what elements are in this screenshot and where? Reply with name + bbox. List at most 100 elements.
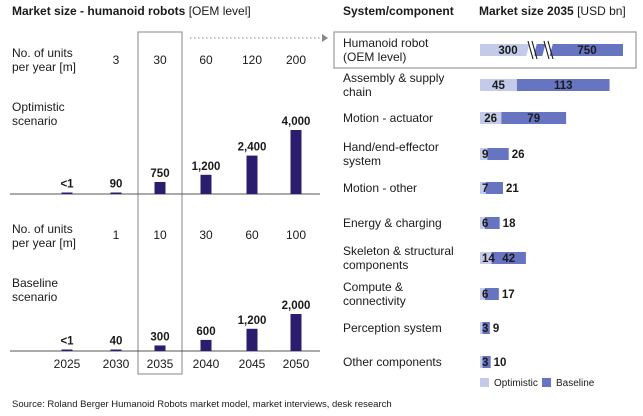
source-note: Source: Roland Berger Humanoid Robots ma… [12,399,392,410]
opt-scenario-line2: scenario [12,114,58,128]
component-label-line: Hand/end-effector [343,140,439,154]
legend-optimistic-label: Optimistic [494,378,538,389]
value-optimistic-9: 3 [482,323,488,335]
value-baseline-3: 79 [527,113,540,125]
value-optimistic-7: 14 [482,253,495,265]
bar-optimistic-2 [480,79,517,91]
connector-arrowhead [322,34,328,42]
component-label-5: Motion - other [343,181,417,195]
base-bar-2040 [200,339,212,351]
highlight-row-frame [333,31,637,69]
bar-baseline-4 [487,148,509,160]
left-title-unit: [OEM level] [188,4,251,18]
axis-break-mark-2a [543,40,550,60]
base-units-2: 10 [153,228,167,242]
bar-optimistic-1 [480,44,535,56]
component-label-8: Compute & connectivity [343,280,406,308]
component-label-line: Humanoid robot [343,36,429,50]
value-baseline-5: 21 [506,183,519,195]
opt-units-2: 30 [153,53,167,67]
component-label-4: Hand/end-effector system [343,140,439,168]
opt-scenario-label: Optimistic scenario [12,100,65,128]
bar-baseline-7 [491,252,526,264]
base-units-1: 1 [113,228,120,242]
component-label-3: Motion - actuator [343,111,433,125]
component-label-line: components [343,258,408,272]
base-bar-2030 [110,349,122,351]
value-optimistic-3: 26 [484,113,497,125]
value-optimistic-6: 6 [482,218,488,230]
bar-optimistic-5 [480,182,486,194]
year-tick-2030: 2030 [103,357,130,371]
bar-baseline-9 [482,322,490,334]
year-tick-2035: 2035 [147,357,174,371]
year-tick-2050: 2050 [283,357,310,371]
component-label-10: Other components [343,355,442,369]
bar-optimistic-6 [480,217,485,229]
right-col2-header: Market size 2035 [USD bn] [479,4,626,18]
base-value-label-2025: <1 [60,336,74,348]
base-units-label-line1: No. of units [12,222,73,236]
component-label-2: Assembly & supply chain [343,71,444,99]
right-col2-header-unit: [USD bn] [577,4,626,18]
component-label-line: Other components [343,355,442,369]
base-units-5: 100 [286,228,306,242]
opt-value-label-2045: 2,400 [238,142,267,154]
opt-units-3: 60 [199,53,213,67]
value-optimistic-2: 45 [492,80,505,92]
bar-baseline-5 [485,182,503,194]
opt-value-label-2040: 1,200 [192,161,221,173]
value-baseline-9: 9 [493,323,499,335]
right-col2-header-bold: Market size 2035 [479,4,574,18]
base-bar-2035 [154,345,166,351]
base-units-label: No. of units per year [m] [12,222,76,250]
opt-units-label-line2: per year [m] [12,60,77,74]
opt-bar-2035 [154,182,166,194]
right-col1-header: System/component [343,4,454,18]
base-bar-2045 [246,328,258,351]
legend-optimistic-swatch [480,378,489,387]
component-label-line: (OEM level) [343,50,406,64]
left-title-bold: Market size - humanoid robots [12,4,186,18]
bar-baseline-8 [484,288,499,300]
bar-baseline-6 [484,217,500,229]
bar-optimistic-7 [480,252,492,264]
right-col1-header-text: System/component [343,4,454,18]
value-optimistic-4: 9 [482,149,488,161]
base-units-3: 30 [199,228,213,242]
legend-baseline-label: Baseline [556,378,595,389]
year-tick-2040: 2040 [193,357,220,371]
base-value-label-2030: 40 [110,336,123,348]
base-scenario-line2: scenario [12,290,58,304]
base-value-label-2040: 600 [196,326,215,338]
value-baseline-1: 750 [577,45,596,57]
year-tick-2025: 2025 [54,357,81,371]
component-label-line: Motion - other [343,181,417,195]
component-label-line: Assembly & supply [343,71,444,85]
opt-units-label: No. of units per year [m] [12,46,76,74]
opt-value-label-2030: 90 [110,179,123,191]
component-label-line: Perception system [343,321,442,335]
opt-units-5: 200 [286,53,306,67]
base-value-label-2050: 2,000 [282,300,311,312]
legend-baseline-swatch [542,378,551,387]
opt-bar-2040 [200,174,212,194]
value-optimistic-1: 300 [498,45,517,57]
highlight-2035-frame [137,31,183,375]
opt-bar-2050 [290,130,302,194]
bar-optimistic-4 [480,148,488,160]
component-label-6: Energy & charging [343,216,442,230]
component-label-line: Energy & charging [343,216,442,230]
value-baseline-2: 113 [554,80,573,92]
value-baseline-4: 26 [512,149,525,161]
bar-optimistic-9 [480,322,483,334]
axis-break-mark-2b [547,40,554,60]
bar-baseline-10 [482,356,491,368]
component-label-line: Skeleton & structural [343,244,454,258]
axis-break-mark-1b [531,40,538,60]
component-label-line: Compute & [343,280,403,294]
value-optimistic-10: 3 [482,357,488,369]
year-tick-2045: 2045 [239,357,266,371]
base-scenario-line1: Baseline [12,276,59,290]
value-baseline-8: 17 [502,289,515,301]
